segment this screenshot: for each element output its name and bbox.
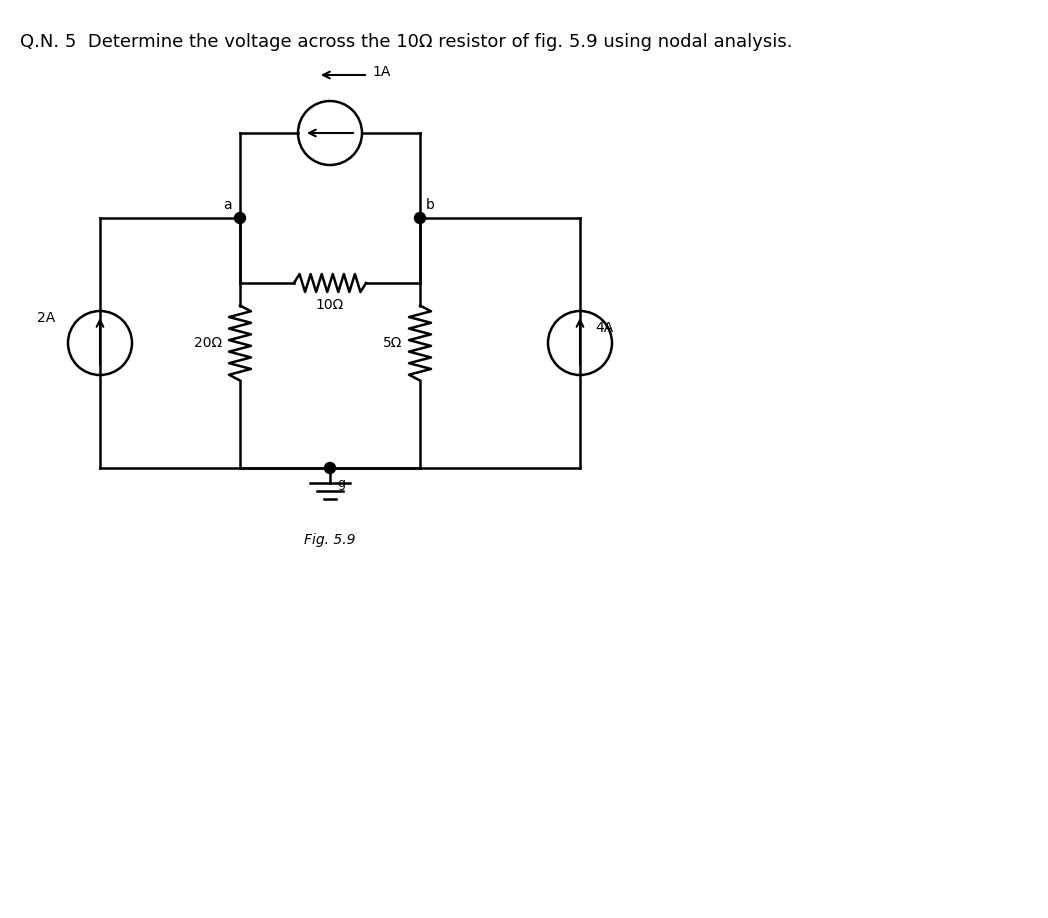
Text: Fig. 5.9: Fig. 5.9 <box>304 533 355 547</box>
Text: Q.N. 5  Determine the voltage across the 10Ω resistor of fig. 5.9 using nodal an: Q.N. 5 Determine the voltage across the … <box>20 33 792 51</box>
Text: g: g <box>337 477 345 490</box>
Text: a: a <box>223 198 232 212</box>
Text: 10Ω: 10Ω <box>315 298 344 312</box>
Text: 2A: 2A <box>37 311 54 325</box>
Circle shape <box>325 463 335 474</box>
Text: 5Ω: 5Ω <box>383 336 402 350</box>
Text: 4A: 4A <box>595 321 613 335</box>
Text: 1A: 1A <box>372 65 390 79</box>
Text: b: b <box>425 198 435 212</box>
Circle shape <box>235 212 245 223</box>
Circle shape <box>415 212 425 223</box>
Text: 20Ω: 20Ω <box>194 336 222 350</box>
